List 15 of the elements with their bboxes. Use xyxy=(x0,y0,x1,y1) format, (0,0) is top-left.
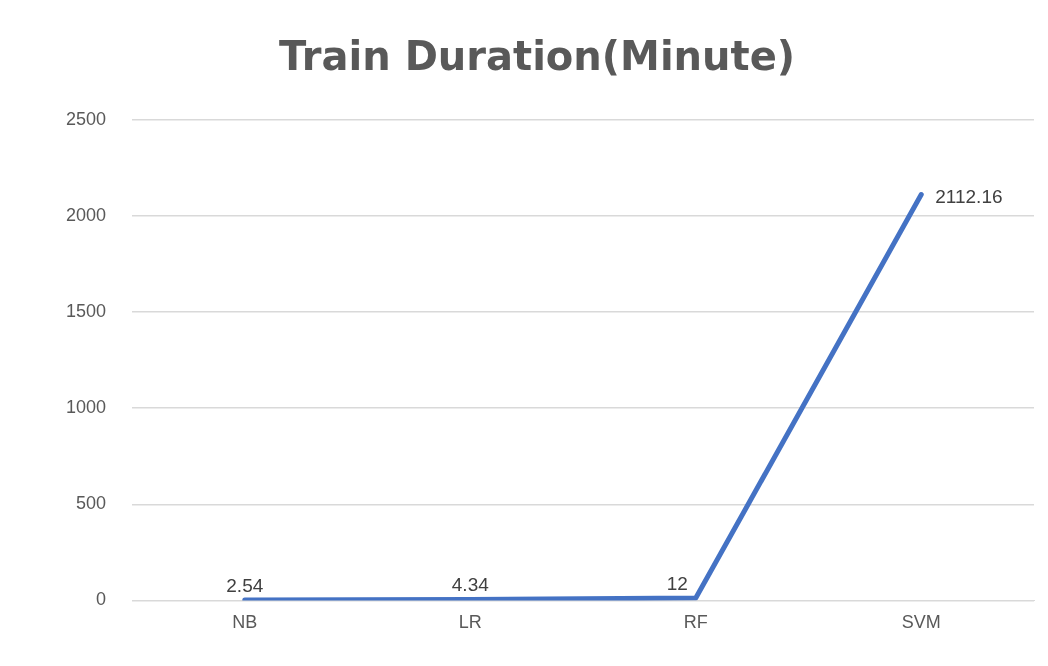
y-tick-label: 2500 xyxy=(66,108,107,129)
y-tick-label: 2000 xyxy=(66,205,107,226)
data-label: 2112.16 xyxy=(935,185,1003,207)
chart-title: Train Duration(Minute) xyxy=(278,33,796,80)
x-tick-label: LR xyxy=(458,612,482,633)
data-label: 4.34 xyxy=(451,574,490,596)
y-tick-label: 1000 xyxy=(66,397,107,418)
x-tick-label: NB xyxy=(232,612,258,633)
data-label: 12 xyxy=(666,572,688,594)
y-tick-label: 500 xyxy=(76,493,107,514)
x-tick-label: RF xyxy=(683,612,708,633)
y-tick-label: 0 xyxy=(96,589,107,610)
y-tick-label: 1500 xyxy=(66,301,107,322)
x-tick-label: SVM xyxy=(901,612,941,633)
data-label: 2.54 xyxy=(226,574,264,596)
